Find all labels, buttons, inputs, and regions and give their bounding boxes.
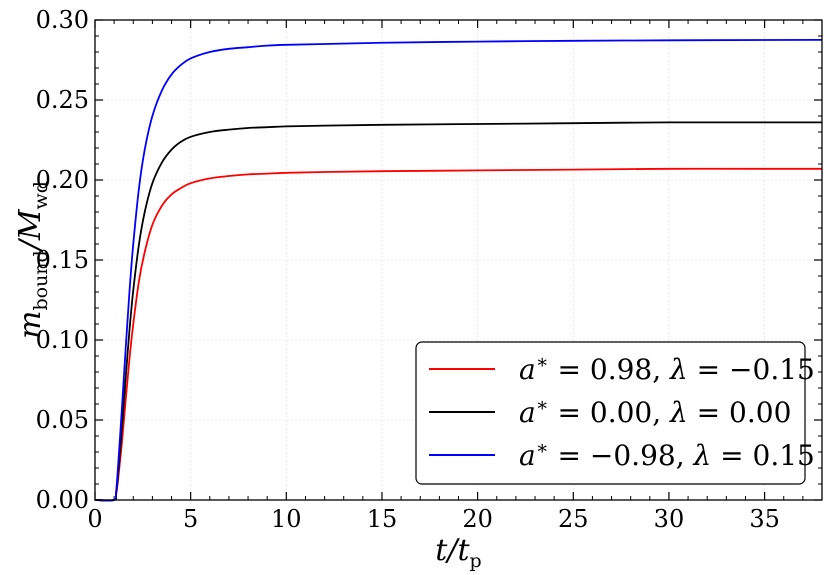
legend-entry: a∗ = −0.98, λ = 0.15: [429, 437, 815, 472]
legend-box: [415, 341, 806, 485]
legend-label: a∗ = 0.98, λ = −0.15: [519, 351, 815, 386]
series-line-3: [94, 38, 823, 502]
x-tick-label: 25: [558, 505, 589, 533]
series-line-1: [94, 167, 822, 502]
y-axis-label: mbound/Mwd: [13, 181, 52, 339]
y-tick-label: 0.15: [36, 246, 89, 274]
y-tick-label: 0.25: [36, 86, 89, 114]
x-tick-label: 10: [271, 505, 302, 533]
x-tick-label: 30: [654, 505, 685, 533]
y-tick-label: 0.20: [36, 166, 89, 194]
tick-labels: 0 5 10 15 20 25 30 35 0.00 0.05 0.10 0.15 0.20 0.25 0.…: [36, 6, 780, 533]
legend-label: a∗ = 0.00, λ = 0.00: [519, 394, 791, 429]
x-tick-label: 0: [87, 505, 102, 533]
x-tick-label: 15: [367, 505, 398, 533]
legend: a∗ = 0.98, λ = −0.15 a∗ = 0.00, λ = 0.00 a…: [415, 341, 815, 485]
legend-entry: a∗ = 0.00, λ = 0.00: [429, 394, 791, 429]
series-line-2: [94, 121, 822, 502]
x-tick-label: 20: [462, 505, 493, 533]
legend-label: a∗ = −0.98, λ = 0.15: [519, 437, 815, 472]
y-tick-label: 0.05: [36, 406, 89, 434]
y-tick-label: 0.10: [36, 326, 89, 354]
x-tick-label: 35: [749, 505, 780, 533]
legend-entry: a∗ = 0.98, λ = −0.15: [429, 351, 815, 386]
y-tick-label: 0.30: [36, 6, 89, 34]
y-tick-label: 0.00: [36, 486, 89, 514]
ticks: [94, 19, 823, 501]
x-tick-label: 5: [183, 505, 198, 533]
series-layer: [94, 38, 823, 502]
x-axis-label: t/tp: [435, 533, 481, 572]
